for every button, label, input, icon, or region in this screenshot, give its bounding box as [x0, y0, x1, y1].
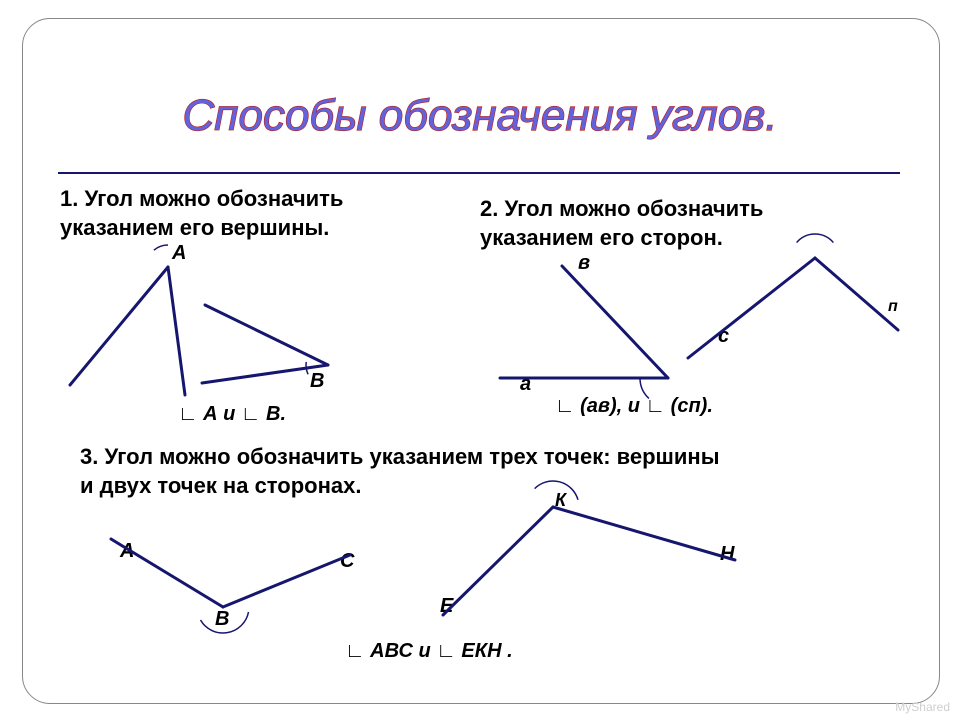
- title-underline: [58, 172, 900, 174]
- angle-diagram: [200, 305, 350, 395]
- ray-line: [223, 555, 350, 607]
- ray-line: [688, 258, 815, 358]
- slide-title: Способы обозначения углов.: [0, 70, 960, 200]
- section-text: 1. Угол можно обозначитьуказанием его ве…: [60, 185, 343, 242]
- angle-arc: [200, 612, 248, 633]
- angle-caption: ∟ (ав), и ∟ (сп).: [555, 395, 713, 418]
- ray-line: [443, 507, 553, 615]
- angle-caption: ∟ АВС и ∟ ЕКН .: [345, 640, 513, 663]
- angle-diagram: [105, 525, 365, 635]
- ray-line: [562, 266, 668, 378]
- ray-line: [202, 365, 328, 383]
- ray-line: [111, 539, 223, 607]
- ray-line: [553, 507, 735, 560]
- ray-line: [205, 305, 328, 365]
- ray-line: [70, 267, 168, 385]
- section-text: 2. Угол можно обозначитьуказанием его ст…: [480, 195, 763, 252]
- angle-diagram: [680, 250, 910, 390]
- svg-text:Способы обозначения углов.: Способы обозначения углов.: [182, 91, 777, 140]
- ray-line: [168, 267, 185, 395]
- angle-caption: ∟ А и ∟ В.: [178, 403, 286, 426]
- ray-line: [815, 258, 898, 330]
- angle-diagram: [490, 260, 690, 390]
- section-text: 3. Угол можно обозначить указанием трех …: [80, 443, 719, 500]
- angle-diagram: [425, 495, 745, 635]
- watermark: MyShared: [895, 700, 950, 714]
